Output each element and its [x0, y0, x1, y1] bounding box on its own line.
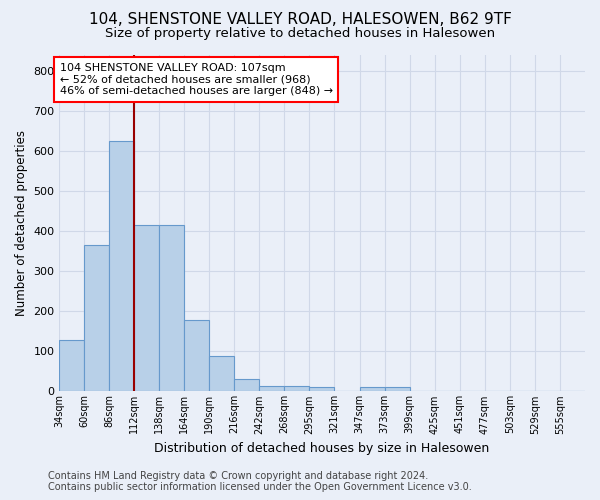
Bar: [385, 388, 410, 392]
Bar: [284, 386, 310, 392]
Bar: [359, 388, 385, 392]
Bar: [310, 388, 334, 392]
Bar: [59, 340, 84, 392]
Bar: [134, 225, 159, 392]
Bar: [159, 225, 184, 392]
Bar: [184, 320, 209, 392]
Bar: [109, 141, 134, 392]
Bar: [234, 378, 259, 392]
Bar: [84, 245, 109, 392]
Bar: [259, 386, 284, 392]
Text: Size of property relative to detached houses in Halesowen: Size of property relative to detached ho…: [105, 28, 495, 40]
Text: 104 SHENSTONE VALLEY ROAD: 107sqm
← 52% of detached houses are smaller (968)
46%: 104 SHENSTONE VALLEY ROAD: 107sqm ← 52% …: [60, 63, 333, 96]
Text: Contains HM Land Registry data © Crown copyright and database right 2024.
Contai: Contains HM Land Registry data © Crown c…: [48, 471, 472, 492]
Text: 104, SHENSTONE VALLEY ROAD, HALESOWEN, B62 9TF: 104, SHENSTONE VALLEY ROAD, HALESOWEN, B…: [89, 12, 511, 28]
Y-axis label: Number of detached properties: Number of detached properties: [15, 130, 28, 316]
Bar: [209, 356, 234, 392]
X-axis label: Distribution of detached houses by size in Halesowen: Distribution of detached houses by size …: [154, 442, 490, 455]
